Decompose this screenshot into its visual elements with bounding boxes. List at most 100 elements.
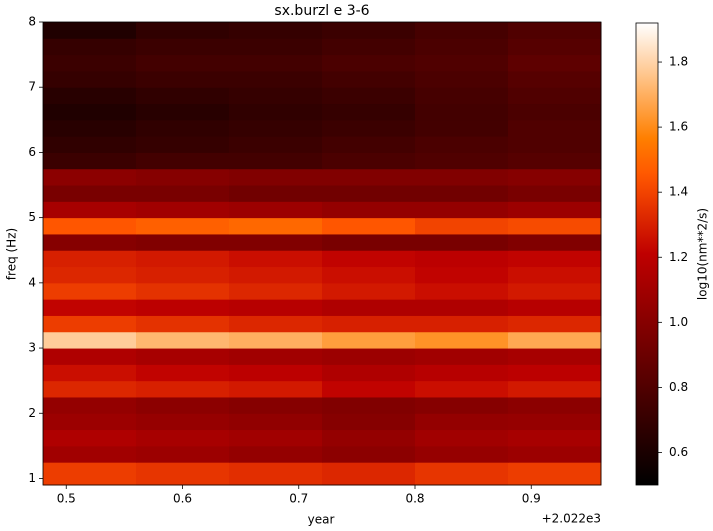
chart-title: sx.burzl e 3-6	[274, 3, 369, 19]
heatmap-cell	[508, 266, 602, 284]
heatmap-cell	[322, 364, 416, 382]
x-tick-label: 0.6	[173, 492, 192, 506]
heatmap-cell	[322, 413, 416, 431]
heatmap-cell	[322, 103, 416, 121]
heatmap-cell	[136, 315, 230, 333]
heatmap-cell	[322, 185, 416, 202]
heatmap-cell	[508, 217, 602, 235]
heatmap-cell	[43, 201, 137, 219]
x-tick-label: 0.8	[405, 492, 424, 506]
colorbar-tick-label: 0.8	[669, 380, 688, 394]
heatmap-cell	[322, 315, 416, 333]
heatmap-cell	[229, 54, 323, 72]
heatmap-cell	[415, 299, 509, 316]
heatmap-cell	[508, 38, 602, 56]
heatmap-cell	[136, 54, 230, 72]
heatmap-cell	[415, 233, 509, 251]
heatmap-cell	[322, 429, 416, 447]
heatmap-cell	[229, 250, 323, 268]
heatmap-cell	[322, 54, 416, 72]
heatmap-cell	[415, 266, 509, 284]
heatmap-cell	[229, 282, 323, 300]
heatmap-cell	[415, 152, 509, 170]
heatmap-cell	[43, 299, 137, 316]
heatmap-cell	[136, 217, 230, 235]
heatmap-cell	[229, 168, 323, 186]
heatmap-cell	[229, 152, 323, 170]
heatmap-cell	[508, 364, 602, 382]
x-tick-label: 0.7	[289, 492, 308, 506]
heatmap-cell	[322, 331, 416, 349]
heatmap-cell	[43, 217, 137, 235]
heatmap-cell	[322, 152, 416, 170]
heatmap-cell	[229, 201, 323, 219]
heatmap-cell	[508, 87, 602, 105]
heatmap-cell	[415, 282, 509, 300]
heatmap-cell	[136, 168, 230, 186]
heatmap-cell	[43, 413, 137, 431]
x-axis-label: year	[308, 513, 335, 527]
heatmap-cell	[229, 103, 323, 121]
heatmap-cell	[136, 87, 230, 105]
heatmap-cell	[43, 185, 137, 202]
colorbar-tick-label: 1.6	[669, 120, 688, 134]
heatmap-cell	[229, 233, 323, 251]
heatmap-cell	[415, 70, 509, 88]
heatmap-cell	[136, 185, 230, 202]
plot-frame	[42, 21, 602, 486]
heatmap-cell	[508, 250, 602, 268]
heatmap-cell	[508, 282, 602, 300]
heatmap-cell	[43, 87, 137, 105]
y-axis-label: freq (Hz)	[5, 228, 19, 280]
heatmap-cell	[136, 70, 230, 88]
heatmap-cell	[508, 429, 602, 447]
y-tick-label: 2	[28, 406, 36, 420]
heatmap-cell	[43, 348, 137, 365]
heatmap-cell	[322, 380, 416, 398]
heatmap-cell	[322, 38, 416, 56]
heatmap-cell	[508, 233, 602, 251]
heatmap-cell	[229, 445, 323, 463]
heatmap-cell	[229, 185, 323, 202]
heatmap-cell	[322, 233, 416, 251]
heatmap-cell	[43, 119, 137, 137]
heatmap-cell	[322, 119, 416, 137]
heatmap-cell	[136, 331, 230, 349]
heatmap-cell	[508, 119, 602, 137]
heatmap-cell	[415, 364, 509, 382]
heatmap-cell	[415, 250, 509, 268]
heatmap-cell	[136, 136, 230, 153]
heatmap-cell	[136, 299, 230, 316]
colorbar-tick-label: 0.6	[669, 445, 688, 459]
heatmap-cell	[136, 22, 230, 39]
heatmap-cell	[229, 38, 323, 56]
heatmap-cell	[415, 217, 509, 235]
heatmap-cell	[136, 396, 230, 414]
heatmap-cell	[508, 136, 602, 153]
heatmap-cell	[508, 70, 602, 88]
heatmap-cell	[136, 38, 230, 56]
heatmap-cell	[415, 201, 509, 219]
heatmap-cell	[415, 380, 509, 398]
heatmap-cell	[43, 429, 137, 447]
heatmap-cell	[415, 136, 509, 153]
heatmap-cell	[229, 136, 323, 153]
heatmap-cell	[415, 413, 509, 431]
heatmap-cell	[43, 331, 137, 349]
heatmap-cell	[322, 282, 416, 300]
heatmap-cell	[322, 168, 416, 186]
heatmap-cell	[43, 70, 137, 88]
heatmap-cell	[415, 87, 509, 105]
heatmap-cell	[136, 152, 230, 170]
heatmap-cell	[43, 266, 137, 284]
heatmap-cell	[508, 396, 602, 414]
colorbar-label: log10(nm**2/s)	[696, 208, 710, 300]
heatmap-cell	[43, 103, 137, 121]
heatmap-cell	[322, 87, 416, 105]
heatmap-cell	[508, 54, 602, 72]
heatmap-cell	[508, 315, 602, 333]
heatmap-cell	[508, 185, 602, 202]
heatmap-cell	[229, 364, 323, 382]
heatmap-cell	[508, 331, 602, 349]
